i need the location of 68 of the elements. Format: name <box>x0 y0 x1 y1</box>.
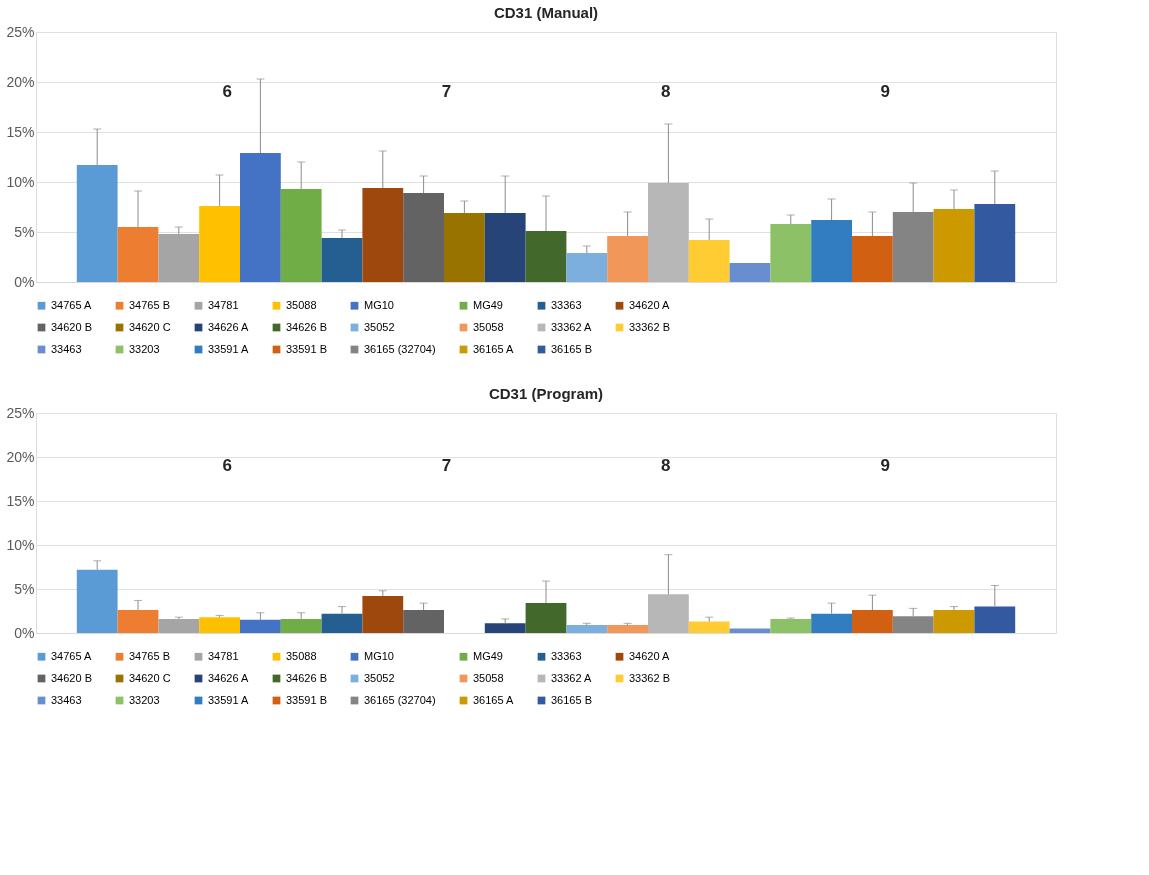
annotation: 6 <box>222 82 232 101</box>
legend-label: 36165 B <box>551 342 592 355</box>
legend-label: 33463 <box>51 342 82 355</box>
legend-label: MG10 <box>364 649 394 662</box>
annotation: 9 <box>880 455 890 475</box>
legend-label: 34620 A <box>629 649 671 662</box>
legend-label: 35058 <box>473 320 504 333</box>
legend-label: 34626 A <box>208 320 250 333</box>
legend-label: 33362 A <box>551 320 593 333</box>
annotation: 9 <box>880 82 890 101</box>
legend-label: 34620 A <box>629 298 671 311</box>
legend-label: 35088 <box>286 298 317 311</box>
annotation: 7 <box>441 82 452 101</box>
y-tick-label: 5% <box>14 580 35 597</box>
legend-label: 34765 B <box>129 298 170 311</box>
legend-label: 36165 (32704) <box>364 342 436 355</box>
legend-label: 34765 A <box>51 649 93 662</box>
legend-label: 36165 B <box>551 693 592 706</box>
legend-label: 33363 <box>551 649 582 662</box>
y-tick-label: 20% <box>6 73 35 90</box>
y-tick-label: 25% <box>6 404 35 421</box>
legend-label: 34620 B <box>51 320 92 333</box>
legend-label: 33591 A <box>208 693 250 706</box>
annotation: 8 <box>661 455 671 475</box>
legend-label: 33203 <box>129 342 160 355</box>
legend-label: 34626 B <box>286 320 327 333</box>
legend-label: 33363 <box>551 298 582 311</box>
legend-label: 35058 <box>473 671 504 684</box>
legend-label: 35052 <box>364 320 395 333</box>
legend-label: 34626 A <box>208 671 250 684</box>
chart-title: CD31 (Program) <box>488 385 604 402</box>
legend-label: 33591 B <box>286 342 327 355</box>
legend-label: 33203 <box>129 693 160 706</box>
legend-label: MG49 <box>473 649 503 662</box>
legend-label: 34765 B <box>129 649 170 662</box>
legend-label: 36165 A <box>473 342 515 355</box>
legend-label: 35052 <box>364 671 395 684</box>
y-tick-label: 10% <box>6 173 35 190</box>
y-tick-label: 15% <box>6 492 35 509</box>
legend-label: 34626 B <box>286 671 327 684</box>
legend-label: 34620 C <box>129 320 171 333</box>
y-tick-label: 20% <box>6 448 35 465</box>
legend-label: 33362 A <box>551 671 593 684</box>
legend-label: 33362 B <box>629 320 670 333</box>
legend-label: MG10 <box>364 298 394 311</box>
legend-label: 35088 <box>286 649 317 662</box>
annotation: 7 <box>441 455 452 475</box>
legend-label: 34620 B <box>51 671 92 684</box>
y-tick-label: 25% <box>6 23 35 40</box>
legend-label: 36165 (32704) <box>364 693 436 706</box>
legend-label: 33591 B <box>286 693 327 706</box>
legend-label: 34765 A <box>51 298 93 311</box>
legend-label: 33362 B <box>629 671 670 684</box>
y-tick-label: 15% <box>6 123 35 140</box>
annotation: 8 <box>661 82 671 101</box>
legend-label: MG49 <box>473 298 503 311</box>
annotation: 6 <box>222 455 232 475</box>
y-tick-label: 0% <box>14 273 35 290</box>
legend-label: 34781 <box>208 298 239 311</box>
legend-label: 34620 C <box>129 671 171 684</box>
legend-label: 33591 A <box>208 342 250 355</box>
y-tick-label: 10% <box>6 536 35 553</box>
y-tick-label: 0% <box>14 624 35 641</box>
legend-label: 33463 <box>51 693 82 706</box>
chart-title: CD31 (Manual) <box>493 4 599 21</box>
y-tick-label: 5% <box>14 223 35 240</box>
legend-label: 36165 A <box>473 693 515 706</box>
legend-label: 34781 <box>208 649 239 662</box>
